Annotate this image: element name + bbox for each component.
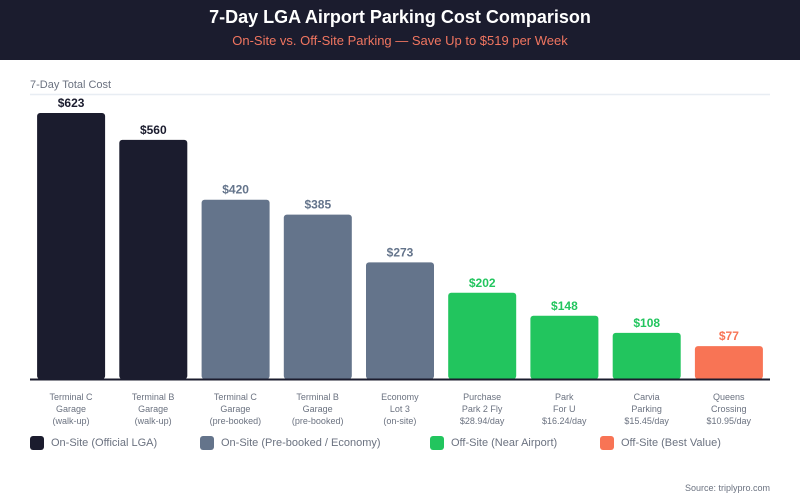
category-label-line: Terminal C <box>49 392 93 402</box>
value-label-2: $420 <box>222 183 249 197</box>
value-label-8: $77 <box>719 329 739 343</box>
source-note: Source: triplypro.com <box>684 483 770 493</box>
bars-group <box>37 113 763 379</box>
bar-2 <box>201 199 270 379</box>
category-label-line: Queens <box>713 392 745 402</box>
legend-swatch <box>430 436 444 450</box>
value-label-0: $623 <box>58 96 85 110</box>
category-label-8: Queens Crossing $10.95/day <box>688 391 770 427</box>
bar-8 <box>694 346 763 379</box>
legend-item-offsite-near: Off-Site (Near Airport) <box>430 435 557 451</box>
legend-label: Off-Site (Best Value) <box>621 437 721 449</box>
y-axis-label: 7-Day Total Cost <box>30 79 112 91</box>
value-label-5: $202 <box>469 276 496 290</box>
category-label-5: Purchase Park 2 Fly $28.94/day <box>441 391 523 427</box>
category-label-line: For U <box>553 404 576 414</box>
legend-swatch <box>30 436 44 450</box>
legend-swatch <box>600 436 614 450</box>
category-label-line: (on-site) <box>383 416 417 426</box>
category-label-line: Parking <box>631 404 662 414</box>
legend-item-onsite-prebooked: On-Site (Pre-booked / Economy) <box>200 435 381 451</box>
chart-title: 7-Day LGA Airport Parking Cost Compariso… <box>209 7 591 27</box>
value-label-6: $148 <box>551 299 578 313</box>
legend-swatch <box>200 436 214 450</box>
category-label-line: Terminal B <box>131 392 175 402</box>
category-label-1: Terminal B Garage (walk-up) <box>112 391 194 427</box>
category-label-line: Carvia <box>633 392 660 402</box>
category-label-line: Park <box>555 392 574 402</box>
chart-subtitle: On-Site vs. Off-Site Parking — Save Up t… <box>232 33 568 48</box>
category-label-0: Terminal C Garage (walk-up) <box>30 391 112 427</box>
bar-4 <box>366 262 434 379</box>
legend-item-onsite-official: On-Site (Official LGA) <box>30 435 157 451</box>
category-label-line: Terminal B <box>296 392 339 402</box>
category-label-line: (pre-booked) <box>209 416 262 426</box>
value-label-7: $108 <box>633 316 660 330</box>
category-label-line: Garage <box>302 404 333 414</box>
value-labels-group: $623 $560 $420 $385 $273 $202 $148 $108 $77 <box>58 96 739 343</box>
category-label-line: Garage <box>138 404 169 414</box>
category-label-line: $15.45/day <box>624 416 669 426</box>
category-label-line: Terminal C <box>213 392 257 402</box>
category-label-line: (walk-up) <box>52 416 90 426</box>
chart-header: 7-Day LGA Airport Parking Cost Compariso… <box>0 0 800 60</box>
category-label-2: Terminal C Garage (pre-booked) <box>194 391 276 427</box>
category-label-line: Garage <box>220 404 251 414</box>
category-label-line: $28.94/day <box>459 416 505 426</box>
value-label-3: $385 <box>304 198 331 212</box>
category-label-line: (walk-up) <box>134 416 172 426</box>
bar-0 <box>37 113 106 379</box>
legend-item-offsite-best: Off-Site (Best Value) <box>600 435 721 451</box>
category-label-line: Garage <box>55 404 87 414</box>
bar-1 <box>119 139 188 379</box>
legend-label: On-Site (Official LGA) <box>51 437 158 449</box>
category-label-line: $16.24/day <box>542 416 587 426</box>
bar-5 <box>448 292 517 379</box>
category-label-line: Lot 3 <box>389 404 410 414</box>
bar-6 <box>530 315 599 379</box>
category-label-line: $10.95/day <box>706 416 752 426</box>
category-label-3: Terminal B Garage (pre-booked) <box>277 391 359 427</box>
category-label-line: Park 2 Fly <box>461 404 503 414</box>
category-label-line: Crossing <box>711 404 747 414</box>
category-label-4: Economy Lot 3 (on-site) <box>359 391 441 427</box>
bar-7 <box>612 332 681 379</box>
value-label-4: $273 <box>387 245 414 259</box>
legend-label: Off-Site (Near Airport) <box>451 437 558 449</box>
category-label-7: Carvia Parking $15.45/day <box>606 391 688 427</box>
category-label-line: (pre-booked) <box>291 416 344 426</box>
bar-3 <box>283 214 352 379</box>
category-label-6: Park For U $16.24/day <box>523 391 605 427</box>
legend-label: On-Site (Pre-booked / Economy) <box>221 437 381 449</box>
category-label-line: Purchase <box>463 392 502 402</box>
category-label-line: Economy <box>381 392 419 402</box>
value-label-1: $560 <box>140 123 167 137</box>
